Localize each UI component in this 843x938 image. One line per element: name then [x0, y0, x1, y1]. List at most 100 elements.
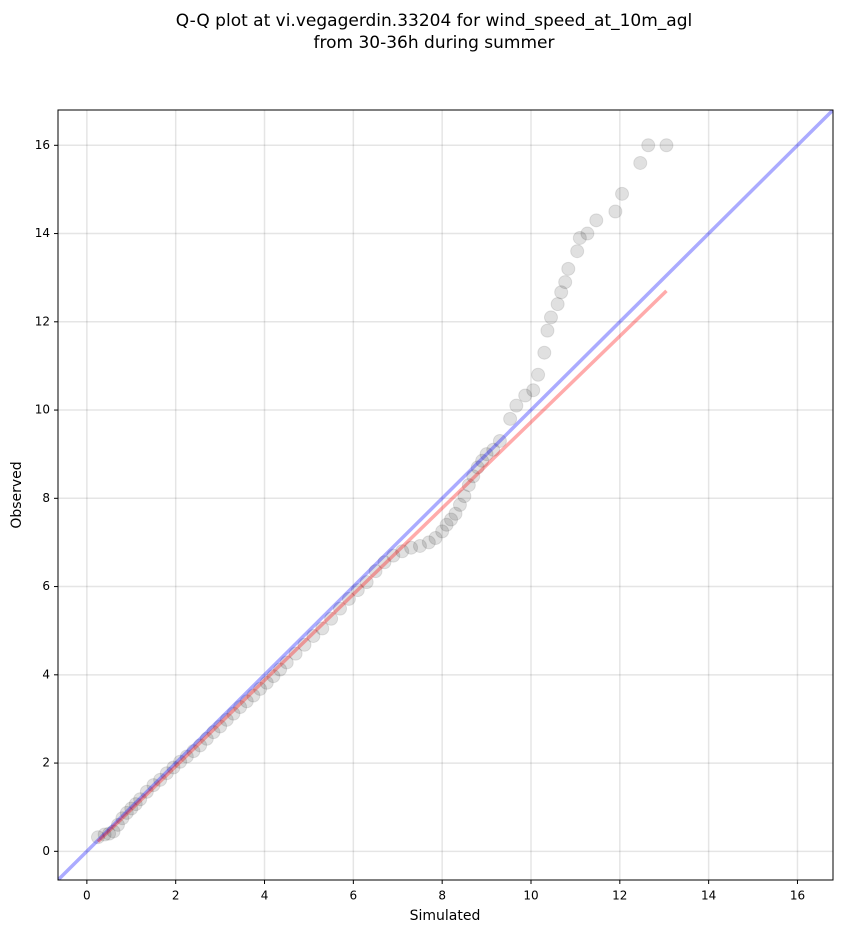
- point: [421, 535, 436, 550]
- point: [159, 766, 174, 781]
- point: [537, 345, 552, 360]
- x-tick-label: 4: [261, 889, 269, 903]
- reference-line: [96, 289, 668, 843]
- point: [435, 524, 450, 539]
- y-tick-label: 4: [42, 667, 50, 681]
- points: [90, 138, 674, 845]
- point: [550, 297, 565, 312]
- point: [368, 564, 383, 579]
- point: [288, 646, 303, 661]
- point: [233, 700, 248, 715]
- point: [226, 706, 241, 721]
- point: [461, 478, 476, 493]
- point: [492, 433, 507, 448]
- chart-title: from 30-36h during summer: [314, 33, 555, 53]
- point: [239, 694, 254, 709]
- plot-frame: [57, 109, 834, 881]
- x-axis-label: Simulated: [410, 908, 481, 924]
- point: [466, 469, 481, 484]
- point: [173, 754, 188, 769]
- point: [315, 621, 330, 636]
- y-tick-label: 12: [35, 314, 50, 328]
- point: [266, 669, 281, 684]
- point: [608, 204, 623, 219]
- point: [470, 460, 485, 475]
- point: [146, 778, 161, 793]
- y-axis-label: Observed: [9, 461, 25, 528]
- point: [633, 155, 648, 170]
- point: [133, 792, 148, 807]
- x-tick-label: 16: [790, 889, 805, 903]
- point: [213, 719, 228, 734]
- point: [128, 797, 143, 812]
- point: [273, 662, 288, 677]
- point: [439, 517, 454, 532]
- x-tick-label: 8: [438, 889, 446, 903]
- x-tick-label: 10: [523, 889, 538, 903]
- point: [452, 497, 467, 512]
- point: [572, 230, 587, 245]
- grid: [58, 110, 833, 880]
- point: [558, 275, 573, 290]
- point: [395, 544, 410, 559]
- x-tick-label: 12: [612, 889, 627, 903]
- point: [179, 749, 194, 764]
- point: [246, 688, 261, 703]
- point: [479, 447, 494, 462]
- point: [386, 548, 401, 563]
- point: [119, 805, 134, 820]
- y-tick-label: 16: [35, 138, 50, 152]
- point: [448, 506, 463, 521]
- point: [641, 138, 656, 153]
- point: [412, 538, 427, 553]
- point: [377, 555, 392, 570]
- x-tick-label: 14: [701, 889, 716, 903]
- point: [166, 760, 181, 775]
- point: [359, 575, 374, 590]
- point: [253, 681, 268, 696]
- point: [659, 138, 674, 153]
- point: [106, 824, 121, 839]
- chart-title: Q-Q plot at vi.vegagerdin.33204 for wind…: [176, 11, 692, 31]
- point: [580, 226, 595, 241]
- point: [404, 540, 419, 555]
- y-tick-label: 8: [42, 491, 50, 505]
- reference-lines: [58, 110, 833, 880]
- point: [540, 323, 555, 338]
- point: [279, 655, 294, 670]
- point: [297, 637, 312, 652]
- y-tick-label: 2: [42, 756, 50, 770]
- point: [139, 784, 154, 799]
- point: [199, 731, 214, 746]
- y-tick-label: 0: [42, 844, 50, 858]
- point: [503, 411, 518, 426]
- point: [615, 186, 630, 201]
- point: [206, 725, 221, 740]
- point: [570, 244, 585, 259]
- point: [259, 675, 274, 690]
- point: [102, 826, 117, 841]
- point: [306, 628, 321, 643]
- point: [518, 388, 533, 403]
- point: [457, 489, 472, 504]
- point: [193, 738, 208, 753]
- point: [115, 811, 130, 826]
- point: [90, 830, 105, 845]
- point: [153, 772, 168, 787]
- point: [428, 531, 443, 546]
- point: [341, 591, 356, 606]
- point: [531, 367, 546, 382]
- point: [486, 442, 501, 457]
- point: [509, 398, 524, 413]
- point: [543, 310, 558, 325]
- point: [333, 601, 348, 616]
- y-tick-label: 10: [35, 403, 50, 417]
- point: [110, 817, 125, 832]
- point: [444, 512, 459, 527]
- y-tick-label: 6: [42, 579, 50, 593]
- point: [324, 611, 339, 626]
- x-tick-label: 0: [83, 889, 91, 903]
- reference-line: [58, 110, 833, 880]
